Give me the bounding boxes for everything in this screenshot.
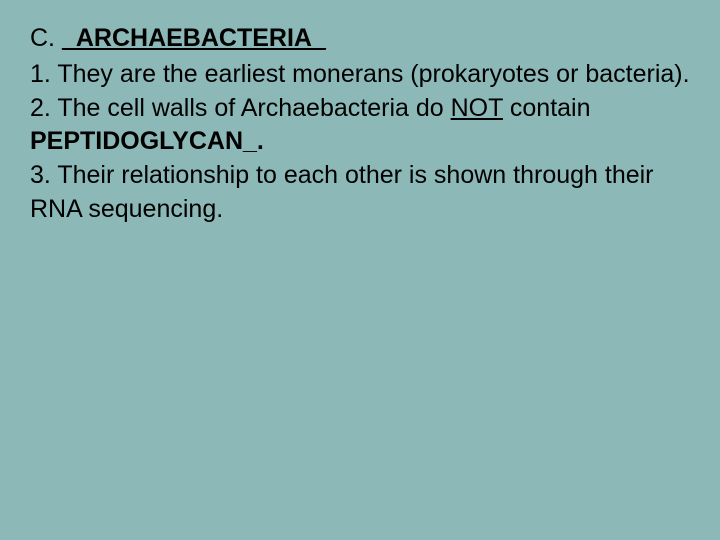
list-item: 2. The cell walls of Archaebacteria do N… [30, 92, 690, 160]
item-number: 3. [30, 161, 57, 189]
list-item: 3. Their relationship to each other is s… [30, 159, 690, 227]
heading-label: C. [30, 24, 62, 52]
heading-line: C. _ARCHAEBACTERIA_ [30, 22, 690, 56]
item-number: 1. [30, 60, 57, 88]
item-text: Their relationship to each other is show… [30, 161, 654, 223]
slide-content: C. _ARCHAEBACTERIA_ 1. They are the earl… [30, 22, 690, 227]
item-text-bold: PEPTIDOGLYCAN_. [30, 127, 264, 155]
item-text-underline: NOT [451, 94, 503, 122]
heading-title: _ARCHAEBACTERIA_ [62, 24, 326, 52]
item-text: contain [503, 94, 591, 122]
item-text: The cell walls of Archaebacteria do [57, 94, 450, 122]
item-text: They are the earliest monerans (prokaryo… [57, 60, 689, 88]
item-number: 2. [30, 94, 57, 122]
list-item: 1. They are the earliest monerans (proka… [30, 58, 690, 92]
